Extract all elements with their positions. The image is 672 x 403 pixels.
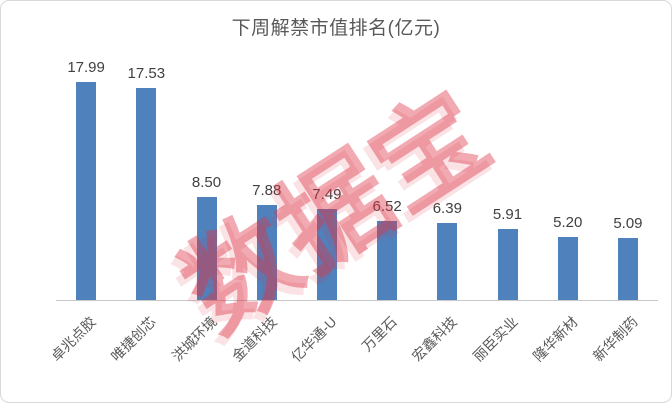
bar-slot: 7.49 亿华通-U bbox=[288, 51, 357, 365]
category-label: 亿华通-U bbox=[288, 313, 340, 365]
bar bbox=[617, 238, 638, 300]
bar-slot: 6.39 宏鑫科技 bbox=[409, 51, 477, 365]
bar bbox=[196, 197, 217, 300]
bar-slot: 17.53 唯捷创芯 bbox=[108, 51, 176, 364]
bar-slot: 5.09 新华制药 bbox=[590, 51, 658, 364]
value-label: 5.09 bbox=[613, 215, 643, 233]
value-label: 6.39 bbox=[432, 199, 462, 217]
bar bbox=[497, 228, 518, 300]
bar bbox=[316, 209, 337, 300]
category-label: 万里石 bbox=[358, 313, 400, 355]
bar-slot: 5.20 隆华新材 bbox=[530, 51, 598, 364]
category-label: 洪城环境 bbox=[168, 313, 220, 365]
category-label: 新华制药 bbox=[589, 313, 641, 365]
bar bbox=[377, 221, 398, 300]
category-label: 宏鑫科技 bbox=[409, 313, 461, 365]
value-label: 17.53 bbox=[127, 64, 166, 82]
plot-area: 17.99 卓兆点胶 17.53 唯捷创芯 8.50 洪城环境 7.88 金道科技 7.49 亿华… bbox=[48, 51, 658, 365]
category-label: 金道科技 bbox=[228, 313, 280, 365]
bar bbox=[136, 87, 157, 300]
category-label: 丽臣实业 bbox=[469, 313, 521, 365]
category-label: 隆华新材 bbox=[529, 313, 581, 365]
value-label: 5.91 bbox=[492, 205, 523, 223]
bar bbox=[557, 237, 578, 300]
value-label: 8.50 bbox=[191, 174, 222, 192]
value-label: 7.88 bbox=[252, 181, 282, 199]
value-label: 6.52 bbox=[372, 198, 402, 216]
bar-slot: 7.88 金道科技 bbox=[229, 51, 297, 365]
bar-slots: 17.99 卓兆点胶 17.53 唯捷创芯 8.50 洪城环境 7.88 金道科技 7.49 亿华… bbox=[48, 51, 658, 365]
category-label: 唯捷创芯 bbox=[108, 313, 160, 365]
bar bbox=[76, 82, 97, 300]
x-axis-line bbox=[56, 300, 658, 301]
bar-slot: 8.50 洪城环境 bbox=[168, 51, 236, 364]
value-label: 17.99 bbox=[67, 59, 105, 77]
bar-slot: 6.52 万里石 bbox=[357, 51, 417, 354]
bar bbox=[437, 222, 458, 300]
category-label: 卓兆点胶 bbox=[47, 313, 99, 365]
bar bbox=[256, 204, 277, 300]
bar-slot: 5.91 丽臣实业 bbox=[469, 51, 537, 365]
chart-title: 下周解禁市值排名(亿元) bbox=[231, 18, 441, 39]
value-label: 7.49 bbox=[312, 186, 342, 204]
bar-slot: 17.99 卓兆点胶 bbox=[48, 51, 116, 364]
value-label: 5.20 bbox=[553, 214, 583, 232]
